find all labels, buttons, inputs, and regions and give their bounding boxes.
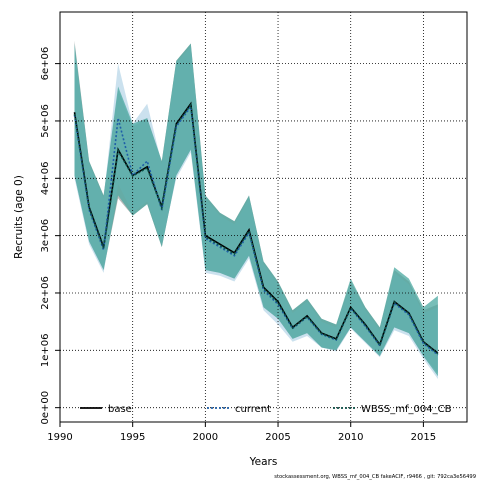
y-tick-label: 2e+06 xyxy=(40,276,51,310)
legend: base current WBSS_mf_004_CB xyxy=(80,404,452,415)
series-line-2 xyxy=(73,104,439,356)
x-axis: 1990 1995 2000 2005 2010 2015 xyxy=(47,422,436,443)
x-tick-label: 2005 xyxy=(265,432,290,443)
plot-frame xyxy=(59,11,468,423)
x-tick-label: 1990 xyxy=(47,432,72,443)
grid-lines xyxy=(59,12,467,422)
y-tick-label: 6e+06 xyxy=(40,47,51,81)
x-axis-title: Years xyxy=(249,456,278,468)
y-tick-label: 0e+00 xyxy=(40,391,51,425)
x-tick-label: 2015 xyxy=(411,432,436,443)
x-tick-label: 2010 xyxy=(338,432,363,443)
footnote: stockassessment.org, WBSS_mf_004_CB fake… xyxy=(274,474,476,480)
x-tick-label: 2000 xyxy=(193,432,218,443)
y-tick-label: 1e+06 xyxy=(40,334,51,368)
series-line-3 xyxy=(73,102,439,355)
legend-label-1: base xyxy=(108,404,132,415)
band-3 xyxy=(74,43,438,377)
y-tick-label: 4e+06 xyxy=(40,161,51,195)
y-tick-label: 5e+06 xyxy=(40,104,51,138)
legend-label-3: WBSS_mf_004_CB xyxy=(361,404,452,415)
y-axis: 0e+00 1e+06 2e+06 3e+06 4e+06 5e+06 6e+06 xyxy=(40,47,60,425)
confidence-bands xyxy=(74,40,438,380)
series-lines xyxy=(73,101,439,356)
y-axis-title: Recruits (age 0) xyxy=(13,175,25,259)
x-tick-label: 1995 xyxy=(120,432,145,443)
legend-label-2: current xyxy=(235,404,271,415)
y-tick-label: 3e+06 xyxy=(40,219,51,253)
